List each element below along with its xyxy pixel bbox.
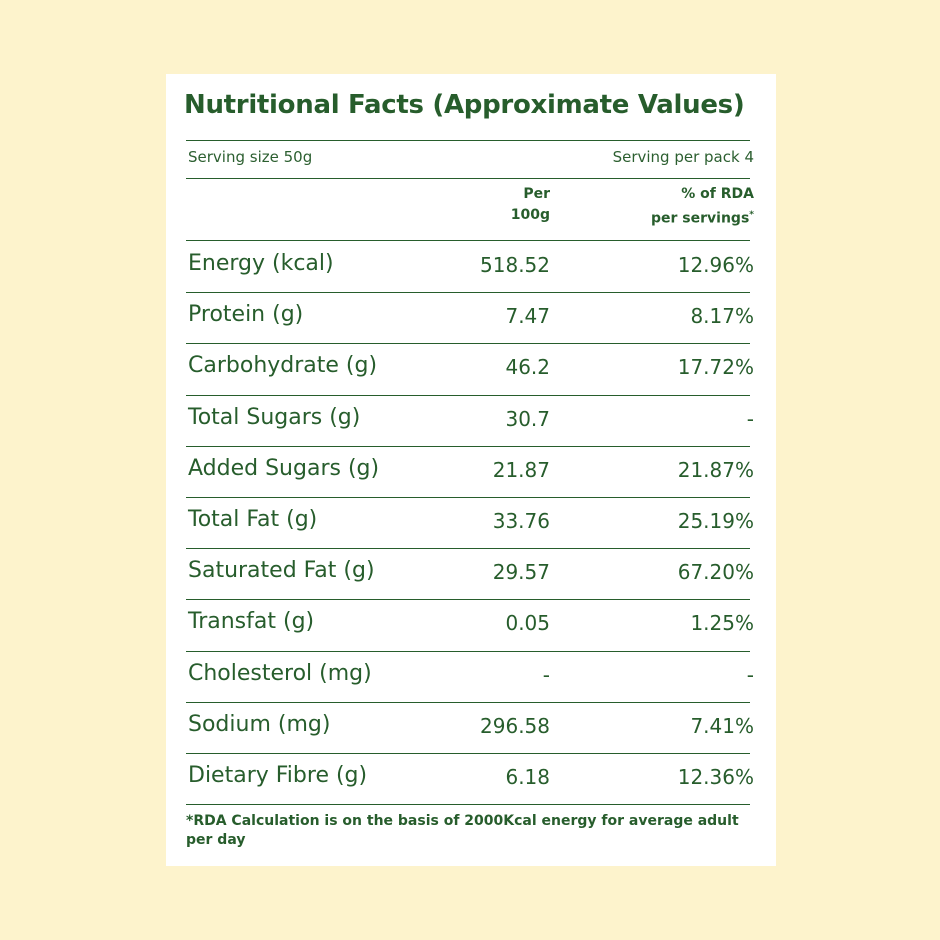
nutrient-rda: 12.36%: [677, 765, 754, 789]
row-divider: [186, 599, 750, 601]
table-row: Total Sugars (g) 30.7 -: [188, 395, 754, 445]
row-divider: [186, 292, 750, 294]
rda-marker: *: [749, 210, 754, 220]
nutrition-facts-card: Nutritional Facts (Approximate Values) S…: [166, 74, 776, 866]
nutrient-per-100g: 6.18: [505, 765, 550, 789]
nutrient-name: Added Sugars (g): [188, 455, 380, 481]
nutrient-rda: 67.20%: [677, 560, 754, 585]
row-divider: [186, 445, 750, 447]
nutrient-rda: 12.96%: [677, 253, 754, 277]
nutrient-rda: 21.87%: [677, 457, 754, 482]
nutrition-title: Nutritional Facts (Approximate Values): [184, 90, 745, 120]
nutrient-per-100g: 518.52: [480, 253, 550, 277]
row-divider: [186, 394, 750, 396]
column-header-per-line1: Per: [523, 186, 550, 202]
nutrient-name: Saturated Fat (g): [188, 558, 375, 584]
row-divider: [186, 548, 750, 550]
nutrient-name: Sodium (mg): [188, 711, 331, 737]
nutrient-name: Protein (g): [188, 302, 304, 328]
table-row: Transfat (g) 0.05 1.25%: [188, 599, 754, 649]
nutrient-name: Total Sugars (g): [188, 404, 361, 430]
nutrient-per-100g: 7.47: [505, 304, 550, 329]
nutrient-name: Carbohydrate (g): [188, 353, 378, 379]
row-divider: [186, 650, 750, 652]
column-header-rda-line2: per servings: [651, 210, 750, 227]
column-header-rda: % of RDA per servings*: [594, 184, 754, 230]
nutrient-rda: 25.19%: [677, 509, 754, 533]
nutrient-per-100g: 29.57: [492, 560, 550, 585]
column-header-per-100g: Per 100g: [450, 184, 550, 226]
divider: [186, 140, 750, 141]
nutrient-name: Transfat (g): [188, 609, 315, 635]
table-row: Carbohydrate (g) 46.2 17.72%: [188, 343, 754, 393]
nutrient-rda: -: [746, 662, 754, 687]
row-divider: [186, 343, 750, 345]
nutrient-name: Total Fat (g): [188, 507, 318, 532]
table-row: Energy (kcal) 518.52 12.96%: [188, 241, 754, 291]
nutrient-rda: 7.41%: [690, 713, 754, 738]
column-header-per-line2: 100g: [510, 207, 550, 223]
column-header-rda-line1: % of RDA: [681, 186, 754, 202]
table-row: Saturated Fat (g) 29.57 67.20%: [188, 548, 754, 598]
nutrient-per-100g: 21.87: [492, 457, 550, 482]
serving-per-pack: Serving per pack 4: [612, 148, 754, 166]
serving-size: Serving size 50g: [188, 148, 313, 166]
row-divider: [186, 701, 750, 703]
nutrient-rda: -: [746, 406, 754, 431]
divider: [186, 178, 750, 179]
nutrient-rda: 8.17%: [690, 304, 754, 329]
rda-footnote: *RDA Calculation is on the basis of 2000…: [186, 813, 739, 848]
table-row: Total Fat (g) 33.76 25.19%: [188, 497, 754, 547]
table-row: Sodium (mg) 296.58 7.41%: [188, 702, 754, 752]
nutrient-per-100g: 0.05: [505, 611, 550, 636]
nutrient-per-100g: 33.76: [492, 509, 550, 533]
table-row: Protein (g) 7.47 8.17%: [188, 292, 754, 342]
nutrient-rda: 1.25%: [690, 611, 754, 636]
nutrient-name: Dietary Fibre (g): [188, 763, 368, 788]
column-header-rda-line2-wrap: per servings*: [594, 205, 754, 230]
row-divider: [186, 804, 750, 806]
nutrient-per-100g: 296.58: [480, 713, 550, 738]
row-divider: [186, 497, 750, 498]
nutrient-per-100g: 30.7: [505, 406, 550, 431]
nutrient-per-100g: -: [542, 662, 550, 687]
serving-info: Serving size 50g Serving per pack 4: [188, 148, 754, 170]
nutrient-rda: 17.72%: [677, 355, 754, 380]
row-divider: [186, 753, 750, 754]
nutrient-name: Energy (kcal): [188, 251, 334, 276]
table-row: Added Sugars (g) 21.87 21.87%: [188, 446, 754, 496]
nutrient-per-100g: 46.2: [505, 355, 550, 380]
table-row: Cholesterol (mg) - -: [188, 651, 754, 701]
divider: [186, 240, 750, 241]
table-row: Dietary Fibre (g) 6.18 12.36%: [188, 753, 754, 803]
nutrient-name: Cholesterol (mg): [188, 660, 372, 686]
